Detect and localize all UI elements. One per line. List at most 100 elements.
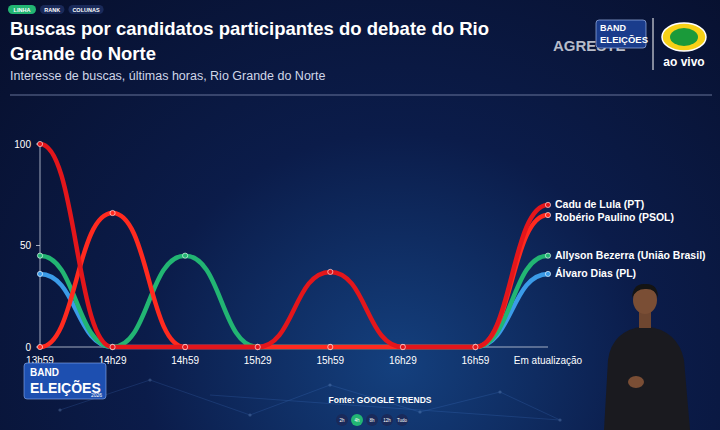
network-line — [420, 392, 500, 412]
series-marker — [255, 344, 260, 349]
range-button[interactable] — [381, 414, 393, 426]
series-line — [40, 256, 548, 347]
series-marker — [255, 344, 260, 349]
view-tab-label: LINHA — [14, 7, 31, 13]
series-marker — [37, 344, 42, 349]
chart-title: Buscas por candidatos participantes do d… — [10, 16, 490, 66]
view-tab[interactable] — [40, 5, 64, 14]
series-marker — [400, 344, 405, 349]
y-tick-label: 50 — [20, 240, 32, 251]
background-network — [58, 378, 561, 421]
y-tick — [36, 245, 40, 246]
range-button-label: 4h — [354, 418, 360, 423]
series-marker — [400, 344, 405, 349]
series-marker — [183, 344, 188, 349]
header-separator — [10, 95, 712, 96]
series-marker — [545, 202, 550, 207]
logo-band: BAND — [30, 367, 59, 378]
range-button-label: 2h — [339, 418, 345, 423]
source-note: Fonte: GOOGLE TRENDS — [329, 395, 432, 405]
range-button-label: Tudo — [397, 418, 408, 423]
series-marker — [183, 344, 188, 349]
series-marker — [183, 344, 188, 349]
live-label: ao vivo — [663, 55, 704, 69]
legend-label: Cadu de Lula (PT) — [555, 198, 644, 210]
series-marker — [328, 269, 333, 274]
series-marker — [328, 344, 333, 349]
series-marker — [473, 344, 478, 349]
series-marker — [328, 344, 333, 349]
stage: Buscas por candidatos participantes do d… — [0, 0, 720, 430]
range-button[interactable] — [351, 414, 363, 426]
plot-area — [37, 141, 550, 349]
series-marker — [473, 344, 478, 349]
interpreter-neck — [639, 312, 651, 328]
series-marker — [37, 253, 42, 258]
interpreter-body — [604, 326, 690, 430]
y-tick-label: 0 — [25, 342, 31, 353]
range-button-label: 8h — [369, 418, 375, 423]
series-line — [40, 144, 548, 347]
series-marker — [545, 212, 550, 217]
x-tick-label: 14h59 — [171, 355, 199, 366]
view-tab[interactable] — [68, 5, 103, 14]
band-eleicoes-logo: BANDELEIÇÕES2026 — [24, 363, 106, 399]
x-tick-label: 16h59 — [462, 355, 490, 366]
view-tab[interactable] — [8, 5, 36, 14]
chart-subtitle: Interesse de buscas, últimas horas, Rio … — [10, 69, 325, 83]
series-marker — [110, 210, 115, 215]
x-tick-label: 16h29 — [389, 355, 417, 366]
range-button[interactable] — [396, 414, 408, 426]
x-tick-label: 15h29 — [244, 355, 272, 366]
band-globe-inner — [670, 28, 698, 46]
network-dot — [58, 408, 61, 411]
series-marker — [473, 344, 478, 349]
view-tabs: LINHA RANK COLUNAS — [8, 5, 104, 14]
chart-svg: LINHARANKCOLUNASAGRESTEBANDELEIÇÕESao vi… — [0, 0, 720, 430]
y-tick-label: 100 — [14, 139, 31, 150]
network-dot — [328, 383, 331, 386]
view-tab-label: COLUNAS — [72, 7, 100, 13]
series-marker — [255, 344, 260, 349]
logo-year: 2026 — [91, 392, 102, 398]
x-tick-label: Em atualização — [514, 355, 583, 366]
range-button[interactable] — [336, 414, 348, 426]
network-dot — [418, 410, 421, 413]
series-marker — [183, 253, 188, 258]
interpreter-hair — [632, 284, 658, 298]
view-tab-label: RANK — [44, 7, 60, 13]
network-dot — [558, 418, 561, 421]
axes: 05010013h5914h2914h5915h2915h5916h2916h5… — [14, 139, 582, 367]
series-marker — [328, 344, 333, 349]
series-marker — [255, 344, 260, 349]
range-button-label: 12h — [383, 418, 391, 423]
network-line — [250, 385, 330, 415]
eleicoes-logo-text: ELEIÇÕES — [600, 34, 648, 45]
range-button[interactable] — [366, 414, 378, 426]
series-marker — [545, 253, 550, 258]
series-marker — [37, 271, 42, 276]
series-marker — [37, 141, 42, 146]
logo-box — [24, 363, 106, 399]
series-marker — [110, 344, 115, 349]
series-marker — [110, 344, 115, 349]
series-marker — [473, 344, 478, 349]
legend-label: Robério Paulino (PSOL) — [555, 211, 674, 223]
band-globe — [662, 23, 706, 51]
series-marker — [400, 344, 405, 349]
band-logo-text: BAND — [600, 23, 626, 33]
legend: Cadu de Lula (PT)Robério Paulino (PSOL)A… — [555, 198, 706, 279]
network-dot — [498, 390, 501, 393]
interpreter — [604, 284, 690, 430]
series-line — [40, 213, 548, 347]
network-dot — [248, 413, 251, 416]
broadcaster-logos: AGRESTEBANDELEIÇÕESao vivo — [553, 18, 706, 70]
network-dot — [148, 378, 151, 381]
range-buttons: 2h 4h 8h 12h Tudo — [336, 414, 408, 426]
network-line — [150, 380, 250, 415]
interpreter-hand — [628, 376, 644, 388]
network-line — [500, 392, 560, 420]
series-marker — [400, 344, 405, 349]
x-tick-label: 15h59 — [316, 355, 344, 366]
legend-label: Álvaro Dias (PL) — [555, 267, 636, 279]
